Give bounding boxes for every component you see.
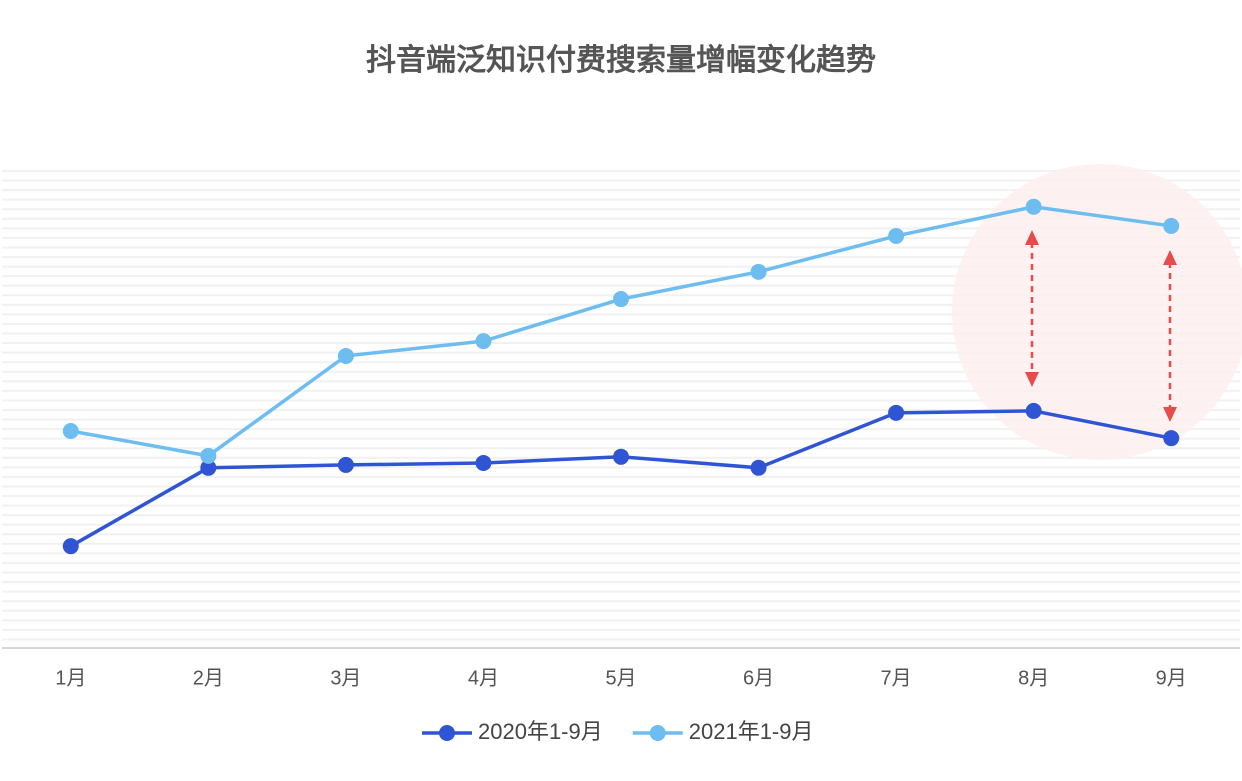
data-point bbox=[888, 227, 905, 244]
x-tick-label: 8月 bbox=[1018, 667, 1049, 689]
data-point bbox=[475, 333, 492, 350]
x-tick-label: 5月 bbox=[605, 667, 636, 689]
data-point bbox=[337, 347, 354, 364]
highlight-circle bbox=[952, 164, 1242, 460]
data-point bbox=[475, 455, 492, 472]
x-tick-label: 3月 bbox=[330, 667, 361, 689]
x-tick-label: 2月 bbox=[193, 667, 224, 689]
data-point bbox=[62, 422, 79, 439]
data-point bbox=[1163, 217, 1180, 234]
data-point bbox=[337, 456, 354, 473]
data-point bbox=[613, 291, 629, 308]
x-tick-label: 4月 bbox=[468, 667, 499, 689]
data-point bbox=[200, 447, 217, 464]
chart-title: 抖音端泛知识付费搜索量增幅变化趋势 bbox=[366, 43, 876, 77]
legend-marker bbox=[439, 725, 455, 741]
data-point bbox=[62, 538, 79, 555]
data-point bbox=[613, 448, 629, 465]
data-point bbox=[750, 263, 767, 280]
legend-label: 2021年1-9月 bbox=[689, 719, 814, 744]
difference-arrows bbox=[1025, 230, 1177, 422]
legend-label: 2020年1-9月 bbox=[478, 719, 603, 744]
x-tick-label: 6月 bbox=[743, 667, 774, 689]
x-tick-label: 9月 bbox=[1156, 667, 1187, 689]
x-tick-label: 1月 bbox=[55, 667, 86, 689]
data-point bbox=[1025, 402, 1042, 419]
legend-marker bbox=[649, 725, 666, 741]
data-point bbox=[1163, 430, 1180, 447]
data-point bbox=[1025, 198, 1042, 215]
data-point bbox=[750, 459, 767, 476]
data-point bbox=[200, 459, 217, 476]
x-tick-label: 7月 bbox=[881, 667, 912, 689]
data-point bbox=[888, 404, 905, 421]
